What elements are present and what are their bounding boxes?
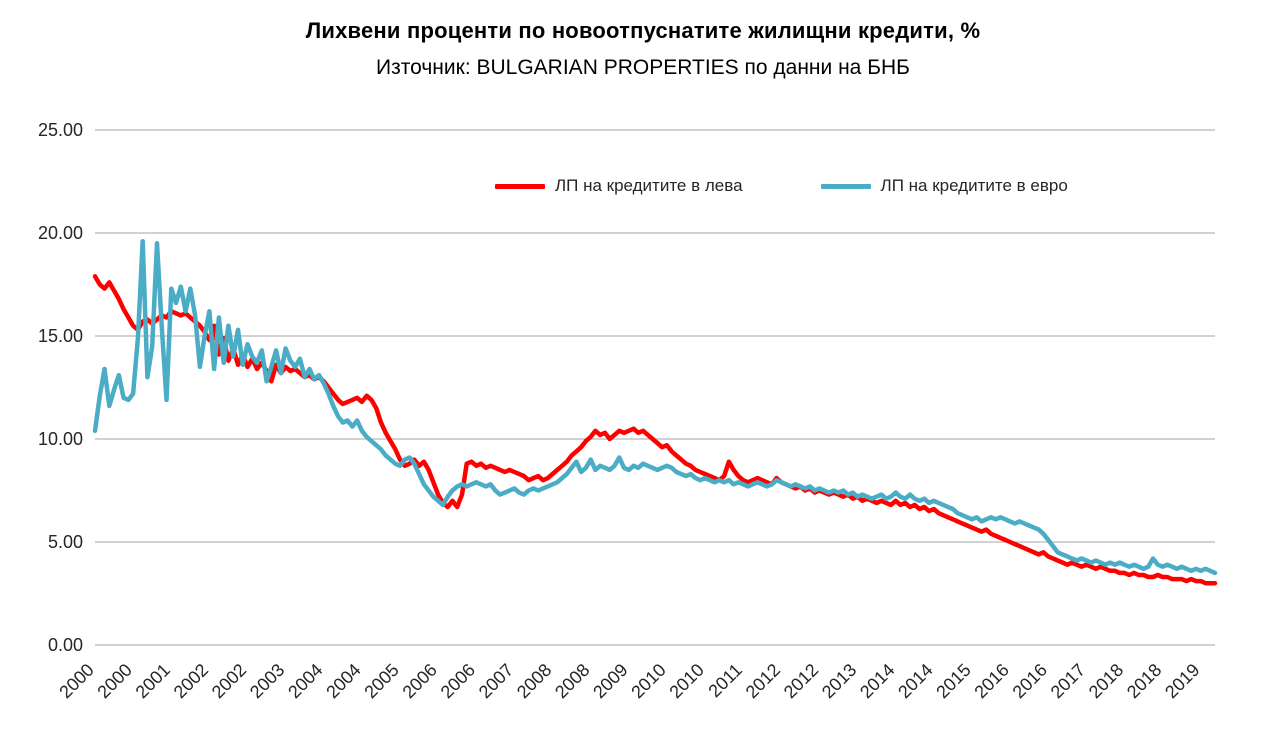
legend-swatch-leva xyxy=(495,183,545,189)
x-axis-label: 2011 xyxy=(704,660,746,702)
y-axis-label: 15.00 xyxy=(38,326,83,346)
x-axis-label: 2009 xyxy=(589,660,631,702)
x-axis-label: 2010 xyxy=(627,660,669,702)
x-axis-label: 2001 xyxy=(132,660,174,702)
series-line-1 xyxy=(92,238,1218,576)
x-axis-label: 2002 xyxy=(208,660,250,702)
y-axis-label: 0.00 xyxy=(48,635,83,655)
chart-legend: ЛП на кредитите в лева ЛП на кредитите в… xyxy=(495,176,1068,196)
x-axis-label: 2015 xyxy=(932,660,974,702)
x-axis-label: 2010 xyxy=(665,660,707,702)
x-axis-label: 2016 xyxy=(970,660,1012,702)
x-axis-label: 2018 xyxy=(1123,660,1165,702)
x-axis-label: 2003 xyxy=(246,660,288,702)
chart-subtitle: Източник: BULGARIAN PROPERTIES по данни … xyxy=(376,56,910,79)
y-axis-label: 20.00 xyxy=(38,223,83,243)
x-axis-label: 2007 xyxy=(475,660,517,702)
x-axis-label: 2019 xyxy=(1161,660,1203,702)
x-axis-label: 2014 xyxy=(856,660,898,702)
chart-title: Лихвени проценти по новоотпуснатите жили… xyxy=(305,18,981,43)
y-axis-label: 25.00 xyxy=(38,120,83,140)
x-axis-label: 2014 xyxy=(894,660,936,702)
x-axis-label: 2004 xyxy=(322,660,364,702)
legend-label-evro: ЛП на кредитите в евро xyxy=(880,176,1068,195)
x-axis-label: 2000 xyxy=(55,660,97,702)
legend-item-evro: ЛП на кредитите в евро xyxy=(820,176,1068,196)
x-axis-label: 2004 xyxy=(284,660,326,702)
x-axis-label: 2017 xyxy=(1047,660,1089,702)
x-axis-label: 2013 xyxy=(818,660,860,702)
x-axis-label: 2000 xyxy=(93,660,135,702)
x-axis-label: 2012 xyxy=(742,660,784,702)
x-axis-label: 2008 xyxy=(513,660,555,702)
x-axis-label: 2016 xyxy=(1009,660,1051,702)
legend-swatch-evro xyxy=(820,183,871,189)
x-axis-label: 2002 xyxy=(170,660,212,702)
x-axis-label: 2018 xyxy=(1085,660,1127,702)
x-axis-label: 2008 xyxy=(551,660,593,702)
legend-label-leva: ЛП на кредитите в лева xyxy=(555,176,743,195)
x-axis-label: 2012 xyxy=(780,660,822,702)
x-axis-label: 2006 xyxy=(437,660,479,702)
x-axis-label: 2006 xyxy=(399,660,441,702)
legend-item-leva: ЛП на кредитите в лева xyxy=(495,176,743,196)
y-axis-label: 5.00 xyxy=(48,532,83,552)
y-axis-label: 10.00 xyxy=(38,429,83,449)
x-axis-label: 2005 xyxy=(360,660,402,702)
